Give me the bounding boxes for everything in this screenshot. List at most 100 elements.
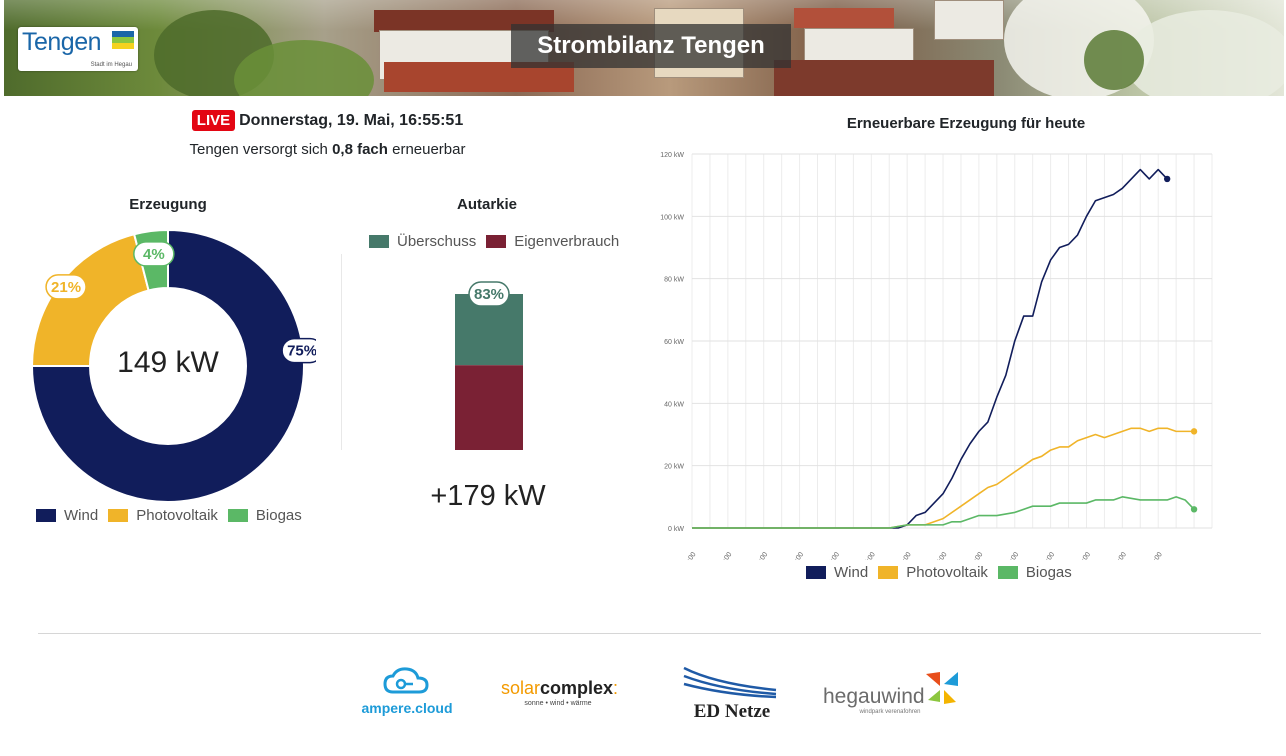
bar-label-text: 83% xyxy=(474,286,504,303)
banner-roof xyxy=(794,8,894,28)
supply-ratio-text: Tengen versorgt sich 0,8 fach erneuerbar xyxy=(0,141,655,158)
legend-swatch-ueberschuss xyxy=(369,235,389,248)
partner-solarcomplex-tagline: sonne • wind • wärme xyxy=(524,700,591,707)
banner-blossom xyxy=(1124,10,1284,96)
banner-roof xyxy=(774,60,994,96)
bar-data-label: 83% xyxy=(468,281,510,307)
legend-swatch-photovoltaik xyxy=(878,566,899,579)
erzeugung-line-chart: 0 kW 20 kW 40 kW 60 kW 80 kW 100 kW 120 kW 00:0… xyxy=(660,152,1213,560)
legend-swatch-wind xyxy=(806,566,826,579)
partner-solarcomplex[interactable]: solarcomplex: sonne • wind • wärme xyxy=(498,676,640,710)
legend-item-biogas[interactable]: Biogas xyxy=(997,564,1072,581)
linechart-title: Erneuerbare Erzeugung für heute xyxy=(846,115,1086,132)
y-tick-label: 0 kW xyxy=(668,526,684,533)
legend-item-wind[interactable]: Wind xyxy=(806,564,868,581)
donut-label-bg xyxy=(45,274,87,300)
x-tick-label: 00:00 xyxy=(682,551,698,560)
partner-ednetze[interactable]: ED Netze xyxy=(676,664,786,720)
y-tick-label: 80 kW xyxy=(664,277,684,284)
banner-building xyxy=(934,0,1004,40)
x-tick-label: 12:00 xyxy=(1112,551,1128,560)
linechart-legend: Wind Photovoltaik Biogas xyxy=(806,564,1082,581)
series-endpoint-wind[interactable] xyxy=(1163,175,1171,183)
y-tick-label: 120 kW xyxy=(660,152,684,159)
legend-label-ueberschuss: Überschuss xyxy=(397,233,477,250)
partner-hegauwind[interactable]: hegauwind windpark verenafohren xyxy=(820,666,965,718)
donut-label-bg xyxy=(133,241,175,267)
bar-segment-eigenverbrauch[interactable] xyxy=(455,365,523,450)
legend-label-biogas: Biogas xyxy=(1025,564,1072,581)
legend-item-biogas[interactable]: Biogas xyxy=(227,507,302,524)
donut-label-bg xyxy=(281,337,316,364)
tengen-logo[interactable]: Tengen Stadt im Hegau xyxy=(18,27,138,71)
live-datetime: Donnerstag, 19. Mai, 16:55:51 xyxy=(239,112,464,129)
logo-subtext: Stadt im Hegau xyxy=(90,62,132,68)
partner-ampere-cloud[interactable]: ampere.cloud xyxy=(355,662,465,718)
banner-roof xyxy=(374,10,554,32)
windwheel-icon xyxy=(926,672,958,704)
series-endpoint-biogas[interactable] xyxy=(1190,506,1198,513)
donut-label-text: 21% xyxy=(51,279,81,296)
legend-label-biogas: Biogas xyxy=(255,507,302,524)
ratio-prefix: Tengen versorgt sich xyxy=(189,141,333,158)
erzeugung-donut-chart: 75% 21% 4% xyxy=(30,228,316,503)
x-tick-label: 11:00 xyxy=(1077,551,1093,560)
x-tick-label: 13:00 xyxy=(1148,551,1164,560)
autarkie-title: Autarkie xyxy=(456,196,518,213)
x-tick-label: 04:00 xyxy=(825,551,841,560)
legend-label-photovoltaik: Photovoltaik xyxy=(906,564,988,581)
series-endpoint-photovoltaik[interactable] xyxy=(1190,428,1198,435)
legend-swatch-eigenverbrauch xyxy=(486,235,507,248)
x-tick-label: 02:00 xyxy=(754,551,770,560)
partner-hegauwind-sublabel: windpark verenafohren xyxy=(858,709,920,715)
legend-item-photovoltaik[interactable]: Photovoltaik xyxy=(878,564,988,581)
donut-slice-photovoltaik[interactable] xyxy=(30,233,150,367)
series-line-biogas[interactable] xyxy=(692,496,1195,529)
x-tick-label: 08:00 xyxy=(969,551,985,560)
header-banner: Tengen Stadt im Hegau Strombilanz Tengen xyxy=(4,0,1284,96)
x-tick-label: 10:00 xyxy=(1040,551,1056,560)
erzeugung-title: Erzeugung xyxy=(129,196,207,213)
donut-label-text: 75% xyxy=(287,343,316,360)
x-tick-label: 06:00 xyxy=(897,551,913,560)
page-title: Strombilanz Tengen xyxy=(537,32,765,59)
y-tick-label: 40 kW xyxy=(664,401,684,408)
legend-item-eigenverbrauch[interactable]: Eigenverbrauch xyxy=(486,233,619,250)
footer-divider xyxy=(38,633,1261,634)
cloud-plug-icon xyxy=(383,667,429,694)
partner-ednetze-label: ED Netze xyxy=(694,701,771,720)
legend-item-photovoltaik[interactable]: Photovoltaik xyxy=(108,507,218,524)
legend-swatch-wind xyxy=(36,509,56,522)
ednetze-swoosh-icon xyxy=(683,666,777,699)
legend-swatch-biogas xyxy=(227,509,248,522)
live-status-row: LIVE Donnerstag, 19. Mai, 16:55:51 xyxy=(0,110,655,131)
live-badge: LIVE xyxy=(191,110,236,131)
legend-swatch-photovoltaik xyxy=(108,509,129,522)
x-tick-label: 03:00 xyxy=(789,551,805,560)
partner-solarcomplex-label: solarcomplex: xyxy=(501,678,618,698)
legend-swatch-biogas xyxy=(997,566,1018,579)
banner-tree xyxy=(1084,30,1144,90)
legend-label-wind: Wind xyxy=(834,564,869,581)
ratio-suffix: erneuerbar xyxy=(387,141,466,158)
legend-label-photovoltaik: Photovoltaik xyxy=(136,507,218,524)
autarkie-legend: Überschuss Eigenverbrauch xyxy=(369,233,629,250)
x-tick-label: 07:00 xyxy=(933,551,949,560)
erzeugung-legend: Wind Photovoltaik Biogas xyxy=(36,507,312,524)
bar-label-bg xyxy=(468,281,510,307)
x-tick-label: 01:00 xyxy=(718,551,734,560)
y-tick-label: 100 kW xyxy=(660,214,684,221)
banner-tree xyxy=(234,40,374,96)
x-tick-label: 09:00 xyxy=(1005,551,1021,560)
donut-label-biogas: 4% xyxy=(133,241,175,267)
legend-item-ueberschuss[interactable]: Überschuss xyxy=(369,233,476,250)
logo-flag-icon xyxy=(112,31,134,49)
series-line-wind[interactable] xyxy=(692,168,1168,529)
legend-item-wind[interactable]: Wind xyxy=(36,507,98,524)
ratio-value: 0,8 fach xyxy=(332,141,388,158)
legend-label-wind: Wind xyxy=(64,507,99,524)
legend-label-eigenverbrauch: Eigenverbrauch xyxy=(514,233,620,250)
page-title-box: Strombilanz Tengen xyxy=(511,24,791,68)
series-line-photovoltaik[interactable] xyxy=(692,427,1195,529)
donut-label-photovoltaik: 21% xyxy=(45,274,87,300)
